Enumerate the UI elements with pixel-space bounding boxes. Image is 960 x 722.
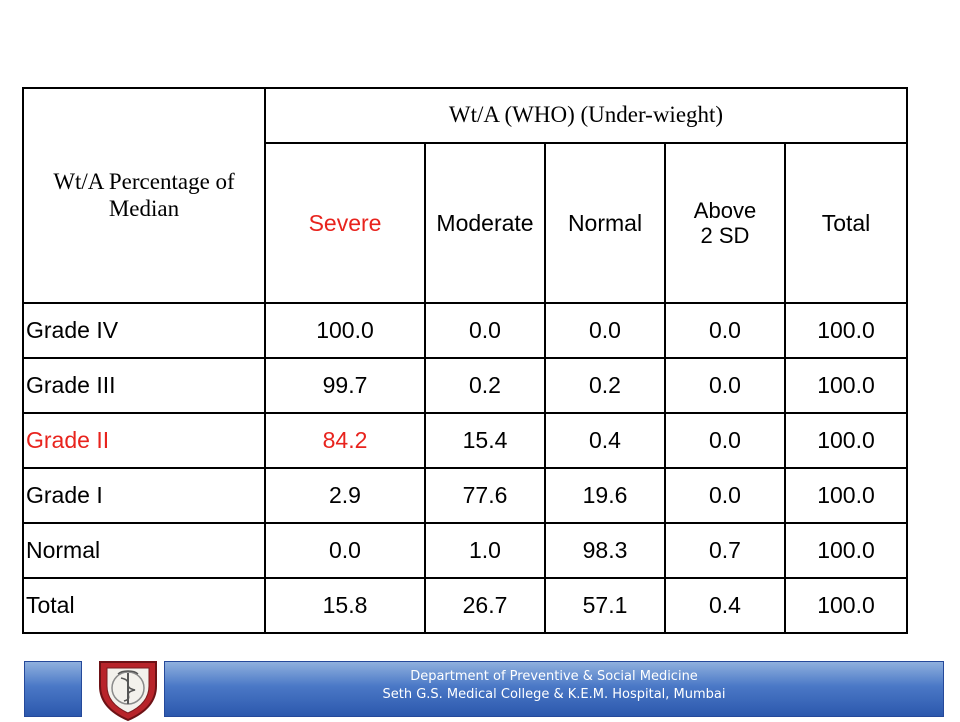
cell-severe: 84.2 <box>264 412 426 469</box>
cell-above-2sd: 0.0 <box>664 467 786 524</box>
table-row: Total 15.8 26.7 57.1 0.4 100.0 <box>22 577 908 634</box>
cell-moderate: 77.6 <box>424 467 546 524</box>
cell-total: 100.0 <box>784 467 908 524</box>
above-2sd-text: Above 2 SD <box>693 197 757 248</box>
cell-total: 100.0 <box>784 522 908 579</box>
cell-normal: 0.0 <box>544 302 666 359</box>
data-table: Wt/A Percentage of Median Wt/A (WHO) (Un… <box>22 87 908 634</box>
row-label: Grade III <box>22 357 266 414</box>
cell-moderate: 1.0 <box>424 522 546 579</box>
table-row-highlighted: Grade II 84.2 15.4 0.4 0.0 100.0 <box>22 412 908 469</box>
row-label: Grade IV <box>22 302 266 359</box>
footer-text: Department of Preventive & Social Medici… <box>165 668 943 704</box>
cell-moderate: 0.0 <box>424 302 546 359</box>
cell-normal: 19.6 <box>544 467 666 524</box>
cell-severe: 15.8 <box>264 577 426 634</box>
col-header-above-2sd: Above 2 SD <box>664 142 786 304</box>
cell-moderate: 0.2 <box>424 357 546 414</box>
col-header-normal: Normal <box>544 142 666 304</box>
col-header-total: Total <box>784 142 908 304</box>
group-header-cell: Wt/A (WHO) (Under-wieght) <box>264 87 908 144</box>
group-header-text: Wt/A (WHO) (Under-wieght) <box>448 102 724 128</box>
row-label: Grade II <box>22 412 266 469</box>
footer-right-bar: Department of Preventive & Social Medici… <box>164 661 944 717</box>
cell-above-2sd: 0.4 <box>664 577 786 634</box>
cell-severe: 2.9 <box>264 467 426 524</box>
table-row: Grade IV 100.0 0.0 0.0 0.0 100.0 <box>22 302 908 359</box>
table-row: Grade I 2.9 77.6 19.6 0.0 100.0 <box>22 467 908 524</box>
col-header-severe: Severe <box>264 142 426 304</box>
cell-normal: 0.4 <box>544 412 666 469</box>
footer-left-bar <box>24 661 82 717</box>
cell-normal: 57.1 <box>544 577 666 634</box>
footer-line-1: Department of Preventive & Social Medici… <box>410 669 698 684</box>
cell-severe: 0.0 <box>264 522 426 579</box>
cell-total: 100.0 <box>784 357 908 414</box>
cell-severe: 100.0 <box>264 302 426 359</box>
cell-above-2sd: 0.0 <box>664 412 786 469</box>
table-row: Grade III 99.7 0.2 0.2 0.0 100.0 <box>22 357 908 414</box>
cell-above-2sd: 0.7 <box>664 522 786 579</box>
cell-total: 100.0 <box>784 302 908 359</box>
row-header-cell: Wt/A Percentage of Median <box>22 87 266 304</box>
cell-moderate: 15.4 <box>424 412 546 469</box>
cell-severe: 99.7 <box>264 357 426 414</box>
cell-above-2sd: 0.0 <box>664 357 786 414</box>
row-header-text: Wt/A Percentage of Median <box>53 169 235 221</box>
col-header-moderate: Moderate <box>424 142 546 304</box>
college-crest-icon <box>99 661 157 722</box>
row-label: Grade I <box>22 467 266 524</box>
cell-above-2sd: 0.0 <box>664 302 786 359</box>
row-label: Total <box>22 577 266 634</box>
cell-normal: 0.2 <box>544 357 666 414</box>
cell-total: 100.0 <box>784 412 908 469</box>
cell-total: 100.0 <box>784 577 908 634</box>
footer-banner: Department of Preventive & Social Medici… <box>24 661 944 722</box>
footer-line-2: Seth G.S. Medical College & K.E.M. Hospi… <box>382 687 726 702</box>
row-label: Normal <box>22 522 266 579</box>
table-row: Normal 0.0 1.0 98.3 0.7 100.0 <box>22 522 908 579</box>
cell-normal: 98.3 <box>544 522 666 579</box>
cell-moderate: 26.7 <box>424 577 546 634</box>
